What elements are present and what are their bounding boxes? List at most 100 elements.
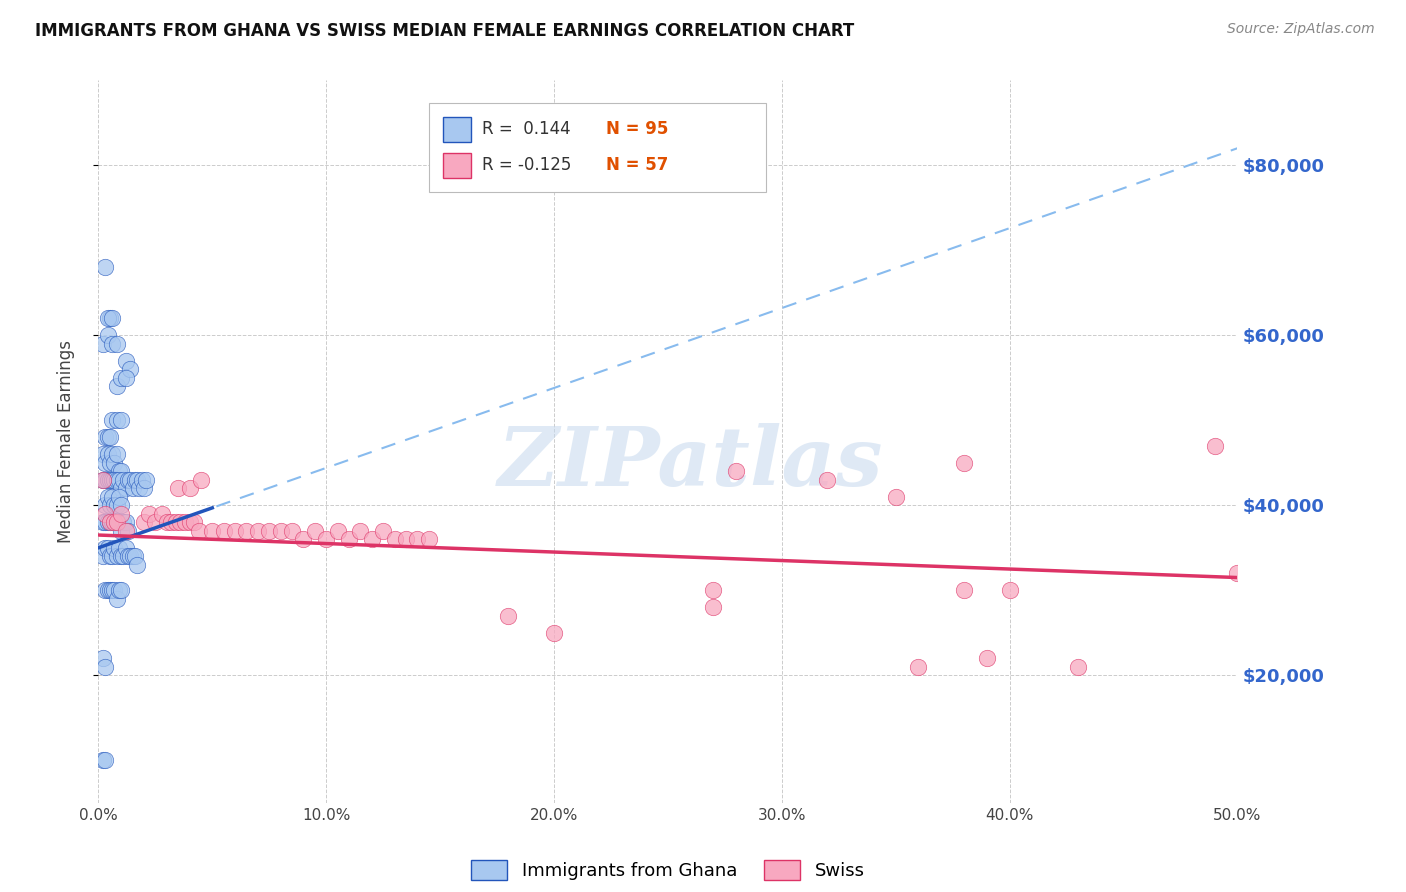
Text: ZIPatlas: ZIPatlas <box>498 423 883 503</box>
Point <box>108 464 131 478</box>
Point <box>127 473 149 487</box>
Point <box>105 516 128 530</box>
Point <box>110 498 132 512</box>
Point <box>281 524 304 538</box>
Point <box>145 516 167 530</box>
Point <box>326 524 349 538</box>
Point <box>94 507 117 521</box>
Point <box>103 583 125 598</box>
Point <box>498 608 520 623</box>
Point <box>183 516 205 530</box>
Point <box>101 516 124 530</box>
Point <box>98 311 121 326</box>
Point <box>110 507 132 521</box>
Point <box>96 516 118 530</box>
Point <box>120 362 142 376</box>
Point <box>292 533 315 547</box>
Point <box>101 549 124 564</box>
Y-axis label: Median Female Earnings: Median Female Earnings <box>56 340 75 543</box>
Point <box>114 353 136 368</box>
Point <box>998 583 1021 598</box>
Point <box>96 311 118 326</box>
Point <box>94 430 117 444</box>
Text: R = -0.125: R = -0.125 <box>482 156 572 174</box>
Point <box>105 516 128 530</box>
Point <box>101 311 124 326</box>
Point <box>201 524 224 538</box>
Point <box>105 591 128 606</box>
Point <box>395 533 418 547</box>
Point <box>120 473 142 487</box>
Point <box>1226 566 1249 581</box>
Point <box>160 516 183 530</box>
Point <box>96 473 118 487</box>
Point <box>98 516 121 530</box>
Point <box>112 549 135 564</box>
Point <box>105 336 128 351</box>
Point <box>179 481 201 495</box>
Point <box>190 473 212 487</box>
Point <box>91 516 114 530</box>
Point <box>131 473 153 487</box>
Point <box>156 516 179 530</box>
Point <box>114 541 136 555</box>
Point <box>98 430 121 444</box>
Point <box>105 447 128 461</box>
Text: R =  0.144: R = 0.144 <box>482 120 571 138</box>
Point <box>976 651 998 665</box>
Point <box>117 549 139 564</box>
Point <box>91 473 114 487</box>
Legend: Immigrants from Ghana, Swiss: Immigrants from Ghana, Swiss <box>464 853 872 888</box>
Point <box>120 549 142 564</box>
Point <box>108 516 131 530</box>
Point <box>212 524 235 538</box>
Point <box>101 447 124 461</box>
Point <box>1067 660 1090 674</box>
Point <box>105 549 128 564</box>
Point <box>270 524 292 538</box>
Point <box>94 456 117 470</box>
Point <box>953 583 976 598</box>
Point <box>96 541 118 555</box>
Point <box>98 516 121 530</box>
Point <box>702 600 724 615</box>
Point <box>121 481 143 495</box>
Point <box>108 541 131 555</box>
Point <box>884 490 907 504</box>
Text: Source: ZipAtlas.com: Source: ZipAtlas.com <box>1227 22 1375 37</box>
Point <box>91 447 114 461</box>
Point <box>114 524 136 538</box>
Point <box>953 456 976 470</box>
Point <box>98 456 121 470</box>
Point <box>114 481 136 495</box>
Point <box>117 473 139 487</box>
Point <box>246 524 269 538</box>
Point <box>114 516 136 530</box>
Point <box>110 464 132 478</box>
Text: IMMIGRANTS FROM GHANA VS SWISS MEDIAN FEMALE EARNINGS CORRELATION CHART: IMMIGRANTS FROM GHANA VS SWISS MEDIAN FE… <box>35 22 855 40</box>
Point <box>110 413 132 427</box>
Point <box>128 481 150 495</box>
Point <box>96 328 118 343</box>
Point <box>108 490 131 504</box>
Point <box>110 549 132 564</box>
Point <box>103 541 125 555</box>
Point <box>96 430 118 444</box>
Point <box>543 625 565 640</box>
Point <box>103 516 125 530</box>
Point <box>105 473 128 487</box>
Point <box>91 651 114 665</box>
Point <box>94 753 117 767</box>
Point <box>406 533 429 547</box>
Point <box>138 507 160 521</box>
Point <box>91 549 114 564</box>
Point <box>91 753 114 767</box>
Point <box>124 473 146 487</box>
Point <box>349 524 371 538</box>
Point <box>105 498 128 512</box>
Point <box>169 516 191 530</box>
Text: N = 95: N = 95 <box>606 120 668 138</box>
Point <box>725 464 748 478</box>
Point <box>101 473 124 487</box>
Point <box>167 481 190 495</box>
